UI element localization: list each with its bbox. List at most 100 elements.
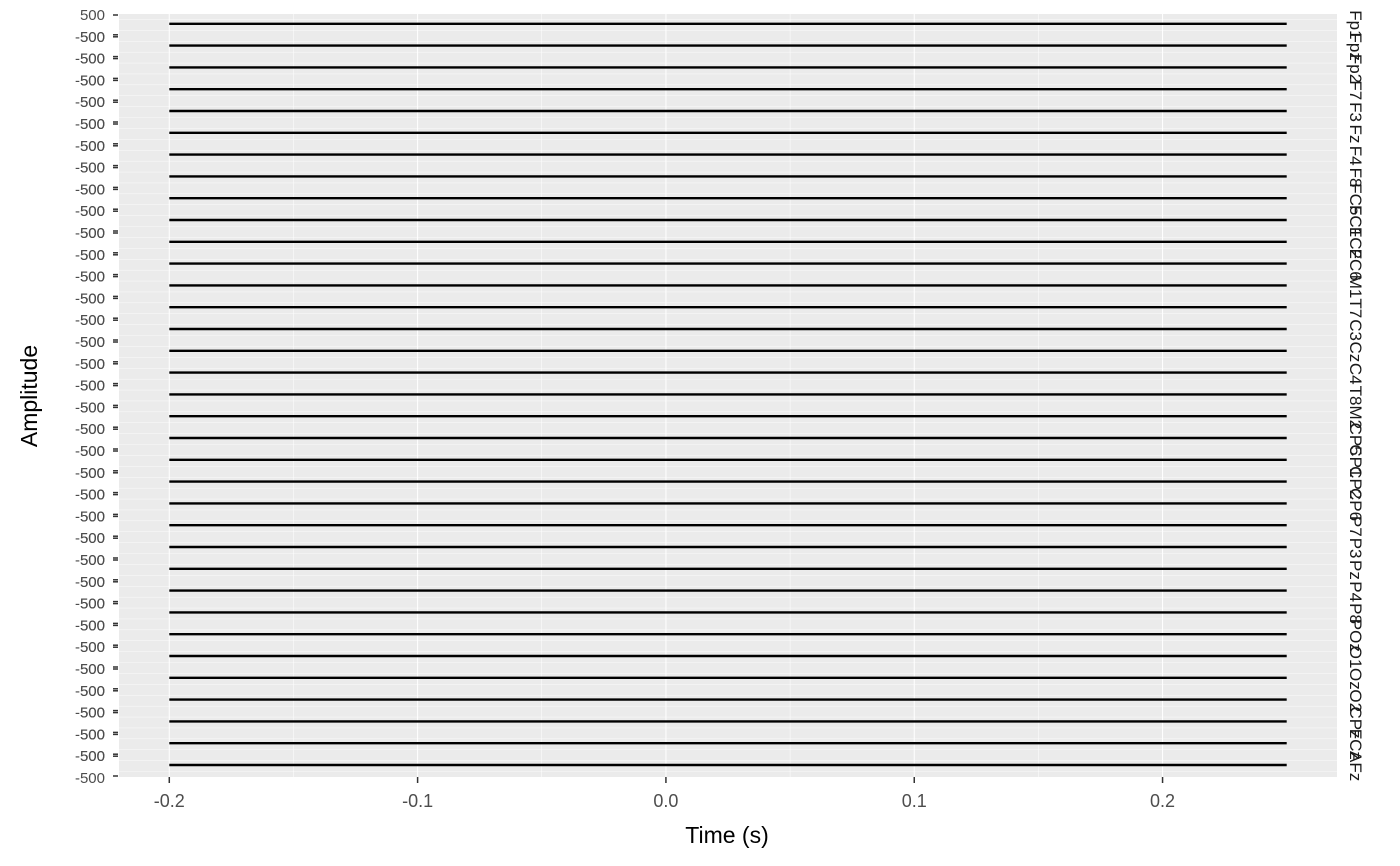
y-tick-labels: 500-500500-500500-500500-500500-500500-5… bbox=[75, 7, 118, 787]
strip-label-t8: T8 bbox=[1346, 386, 1365, 406]
y-tick-label: 500 bbox=[80, 94, 105, 111]
y-tick-label: 500 bbox=[80, 530, 105, 547]
strip-label-p3: P3 bbox=[1346, 538, 1365, 559]
y-tick-label: 500 bbox=[80, 683, 105, 700]
y-tick-label: -500 bbox=[75, 465, 105, 482]
strip-label-c3: C3 bbox=[1346, 319, 1365, 341]
y-tick-label: -500 bbox=[75, 487, 105, 504]
y-tick-label: 500 bbox=[80, 508, 105, 525]
y-tick-label: -500 bbox=[75, 160, 105, 177]
y-tick-label: -500 bbox=[75, 94, 105, 111]
strip-label-o2: O2 bbox=[1346, 689, 1365, 712]
x-tick-label: -0.1 bbox=[402, 791, 433, 811]
y-tick-label: -500 bbox=[75, 443, 105, 460]
strip-label-fc5: FC5 bbox=[1346, 183, 1365, 215]
y-axis-title: Amplitude bbox=[16, 345, 42, 447]
y-tick-label: -500 bbox=[75, 748, 105, 765]
strip-label-cp1: CP1 bbox=[1346, 444, 1365, 477]
y-tick-label: 500 bbox=[80, 378, 105, 395]
strip-label-cz: Cz bbox=[1346, 342, 1365, 363]
strip-label-poz: POz bbox=[1346, 619, 1365, 652]
y-tick-label: -500 bbox=[75, 290, 105, 307]
y-tick-label: -500 bbox=[75, 378, 105, 395]
y-tick-label: 500 bbox=[80, 726, 105, 743]
y-tick-label: -500 bbox=[75, 334, 105, 351]
y-tick-label: 500 bbox=[80, 465, 105, 482]
y-tick-label: -500 bbox=[75, 51, 105, 68]
y-tick-label: 500 bbox=[80, 181, 105, 198]
y-tick-label: 500 bbox=[80, 160, 105, 177]
y-tick-label: -500 bbox=[75, 203, 105, 220]
y-tick-label: -500 bbox=[75, 530, 105, 547]
y-tick-label: 500 bbox=[80, 290, 105, 307]
y-tick-label: -500 bbox=[75, 29, 105, 46]
strip-label-m1: M1 bbox=[1346, 275, 1365, 299]
strip-label-pz: Pz bbox=[1346, 560, 1365, 580]
y-tick-label: -500 bbox=[75, 225, 105, 242]
y-tick-label: -500 bbox=[75, 617, 105, 634]
y-tick-label: 500 bbox=[80, 487, 105, 504]
y-tick-label: 500 bbox=[80, 399, 105, 416]
y-tick-label: -500 bbox=[75, 683, 105, 700]
y-tick-label: 500 bbox=[80, 138, 105, 155]
facet-strip-labels: Fp1FpzFp2F7F3FzF4F8FC5FC1FC2FC6M1T7C3CzC… bbox=[1346, 10, 1365, 781]
y-tick-label: -500 bbox=[75, 770, 105, 787]
y-tick-label: -500 bbox=[75, 138, 105, 155]
y-tick-label: -500 bbox=[75, 399, 105, 416]
y-tick-label: -500 bbox=[75, 639, 105, 656]
strip-label-fc6: FC6 bbox=[1346, 249, 1365, 281]
y-tick-label: 500 bbox=[80, 269, 105, 286]
y-tick-label: -500 bbox=[75, 72, 105, 89]
strip-label-o1: O1 bbox=[1346, 646, 1365, 669]
y-tick-label: 500 bbox=[80, 225, 105, 242]
y-tick-label: 500 bbox=[80, 334, 105, 351]
y-tick-label: 500 bbox=[80, 748, 105, 765]
y-tick-label: 500 bbox=[80, 596, 105, 613]
strip-label-fcz: FCz bbox=[1346, 729, 1365, 760]
y-tick-label: 500 bbox=[80, 247, 105, 264]
strip-label-oz: Oz bbox=[1346, 668, 1365, 690]
strip-label-p4: P4 bbox=[1346, 581, 1365, 602]
y-tick-label: -500 bbox=[75, 421, 105, 438]
y-tick-label: 500 bbox=[80, 552, 105, 569]
y-tick-label: -500 bbox=[75, 508, 105, 525]
strip-label-fpz: Fpz bbox=[1346, 33, 1365, 61]
strip-label-f8: F8 bbox=[1346, 168, 1365, 188]
strip-label-p7: P7 bbox=[1346, 516, 1365, 537]
strip-label-t7: T7 bbox=[1346, 298, 1365, 318]
strip-label-afz: AFz bbox=[1346, 751, 1365, 781]
y-tick-label: -500 bbox=[75, 116, 105, 133]
y-tick-label: 500 bbox=[80, 312, 105, 329]
y-tick-label: -500 bbox=[75, 705, 105, 722]
y-tick-label: -500 bbox=[75, 596, 105, 613]
strip-label-p8: P8 bbox=[1346, 603, 1365, 624]
y-tick-label: -500 bbox=[75, 726, 105, 743]
y-tick-label: 500 bbox=[80, 639, 105, 656]
y-tick-label: 500 bbox=[80, 72, 105, 89]
y-tick-label: 500 bbox=[80, 443, 105, 460]
y-tick-label: 500 bbox=[80, 116, 105, 133]
y-tick-label: 500 bbox=[80, 705, 105, 722]
y-tick-label: -500 bbox=[75, 181, 105, 198]
x-axis: -0.2 -0.1 0.0 0.1 0.2 bbox=[154, 777, 1175, 811]
y-tick-label: 500 bbox=[80, 421, 105, 438]
y-tick-label: -500 bbox=[75, 356, 105, 373]
y-tick-label: -500 bbox=[75, 574, 105, 591]
strip-label-f3: F3 bbox=[1346, 102, 1365, 122]
y-tick-label: -500 bbox=[75, 312, 105, 329]
y-tick-label: 500 bbox=[80, 617, 105, 634]
y-tick-label: 500 bbox=[80, 574, 105, 591]
strip-label-cpz: CPz bbox=[1346, 706, 1365, 738]
strip-label-fz: Fz bbox=[1346, 124, 1365, 143]
x-tick-label: 0.2 bbox=[1150, 791, 1175, 811]
strip-label-m2: M2 bbox=[1346, 405, 1365, 429]
y-tick-label: 500 bbox=[80, 7, 105, 24]
strip-label-cp6: CP6 bbox=[1346, 488, 1365, 521]
y-tick-label: 500 bbox=[80, 29, 105, 46]
y-tick-label: 500 bbox=[80, 203, 105, 220]
y-tick-label: -500 bbox=[75, 661, 105, 678]
y-tick-label: 500 bbox=[80, 356, 105, 373]
strip-label-fc1: FC1 bbox=[1346, 205, 1365, 237]
y-tick-label: -500 bbox=[75, 247, 105, 264]
